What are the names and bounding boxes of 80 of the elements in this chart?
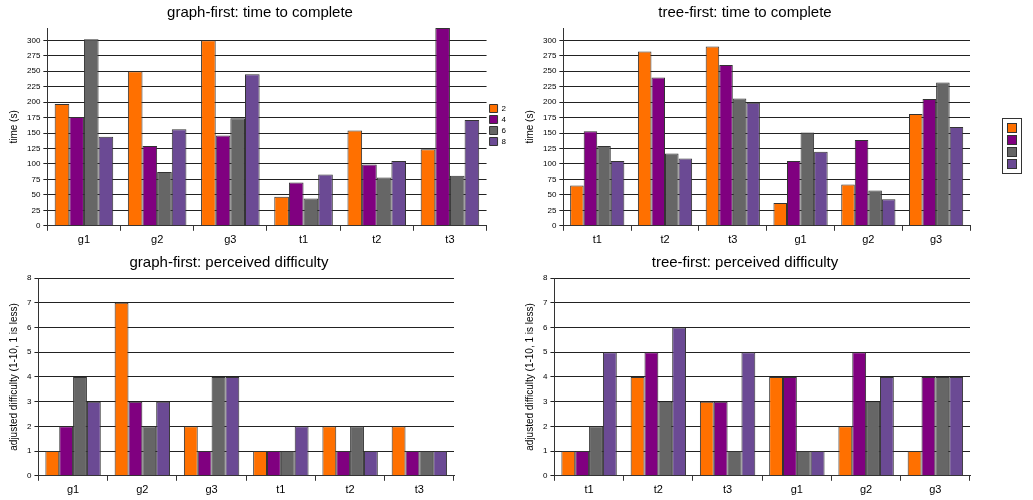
- x-tick-label: t2: [345, 483, 355, 496]
- y-tick-label: 5: [543, 347, 548, 357]
- x-tick-label: g3: [205, 483, 218, 496]
- x-tick-label: t3: [445, 233, 455, 246]
- y-axis-title: time (s): [523, 110, 535, 144]
- y-tick-label: 4: [27, 372, 32, 382]
- y-tick-label: 50: [31, 190, 41, 200]
- x-tick-label: g3: [224, 233, 237, 246]
- y-tick-label: 200: [542, 97, 557, 107]
- y-tick-label: 7: [27, 297, 32, 307]
- x-tick-label: g2: [151, 233, 164, 246]
- y-tick-label: 75: [547, 174, 557, 184]
- y-axis-title: adjusted difficulty (1-10, 1 is less): [523, 303, 535, 451]
- x-tick-label: t3: [728, 233, 738, 246]
- y-tick-label: 125: [26, 143, 41, 153]
- y-tick-label: 0: [35, 221, 41, 230]
- y-tick-label: 7: [543, 297, 548, 307]
- y-tick-label: 225: [26, 81, 41, 91]
- y-tick-label: 300: [26, 35, 41, 45]
- legend-label: 2: [501, 103, 507, 113]
- y-tick-label: 3: [27, 396, 32, 406]
- x-tick-label: t2: [372, 233, 382, 246]
- x-tick-label: g1: [77, 233, 91, 246]
- y-tick-label: 25: [31, 205, 41, 215]
- y-tick-label: 25: [547, 205, 557, 215]
- y-tick-label: 125: [542, 143, 557, 153]
- x-tick-label: g1: [790, 483, 803, 496]
- x-tick-label: g3: [929, 483, 942, 496]
- x-tick-label: g2: [862, 233, 875, 246]
- y-tick-label: 5: [27, 347, 32, 357]
- x-tick-label: t2: [653, 483, 663, 496]
- y-tick-label: 175: [542, 112, 557, 122]
- y-tick-label: 4: [543, 372, 548, 382]
- y-tick-label: 50: [547, 190, 557, 200]
- x-tick-label: t3: [723, 483, 733, 496]
- y-tick-label: 8: [27, 273, 32, 283]
- legend-label: 4: [501, 114, 507, 124]
- y-tick-label: 0: [27, 471, 32, 480]
- x-tick-label: t1: [298, 233, 309, 246]
- y-axis-title: adjusted difficulty (1-10, 1 is less): [7, 303, 19, 451]
- x-tick-label: g1: [794, 233, 807, 246]
- chart-title: graph-first: perceived difficulty: [129, 253, 329, 271]
- x-tick-label: t1: [584, 483, 594, 496]
- chart-title: tree-first: perceived difficulty: [651, 253, 839, 271]
- legend-label: 6: [501, 125, 507, 135]
- y-tick-label: 8: [543, 273, 548, 283]
- y-tick-label: 75: [31, 174, 41, 184]
- x-tick-label: g1: [66, 483, 80, 496]
- chart-title: tree-first: time to complete: [658, 3, 832, 21]
- y-tick-label: 250: [26, 66, 41, 76]
- y-tick-label: 6: [27, 322, 32, 332]
- y-tick-label: 0: [551, 221, 557, 230]
- y-tick-label: 250: [542, 66, 557, 76]
- y-tick-label: 300: [542, 35, 557, 45]
- y-tick-label: 225: [542, 81, 557, 91]
- y-tick-label: 200: [26, 97, 41, 107]
- legend-label: 8: [501, 136, 507, 146]
- y-tick-label: 1: [27, 446, 32, 456]
- x-tick-label: t1: [592, 233, 602, 246]
- chart-title: graph-first: time to complete: [167, 3, 353, 21]
- x-tick-label: g2: [859, 483, 873, 496]
- y-tick-label: 100: [542, 159, 557, 169]
- x-tick-label: t3: [414, 483, 424, 496]
- y-tick-label: 275: [26, 51, 41, 61]
- x-tick-label: g2: [136, 483, 149, 496]
- y-tick-label: 3: [543, 396, 548, 406]
- y-tick-label: 0: [543, 471, 548, 480]
- y-tick-label: 150: [542, 128, 557, 138]
- y-tick-label: 275: [542, 51, 557, 61]
- y-axis-title: time (s): [7, 110, 19, 144]
- x-tick-label: g3: [929, 233, 943, 246]
- y-tick-label: 1: [543, 446, 548, 456]
- x-tick-label: t1: [276, 483, 286, 496]
- y-tick-label: 6: [543, 322, 548, 332]
- y-tick-label: 150: [26, 128, 41, 138]
- y-tick-label: 100: [26, 159, 41, 169]
- y-tick-label: 175: [26, 112, 41, 122]
- y-tick-label: 2: [543, 421, 548, 431]
- y-tick-label: 2: [27, 421, 32, 431]
- x-tick-label: t2: [660, 233, 670, 246]
